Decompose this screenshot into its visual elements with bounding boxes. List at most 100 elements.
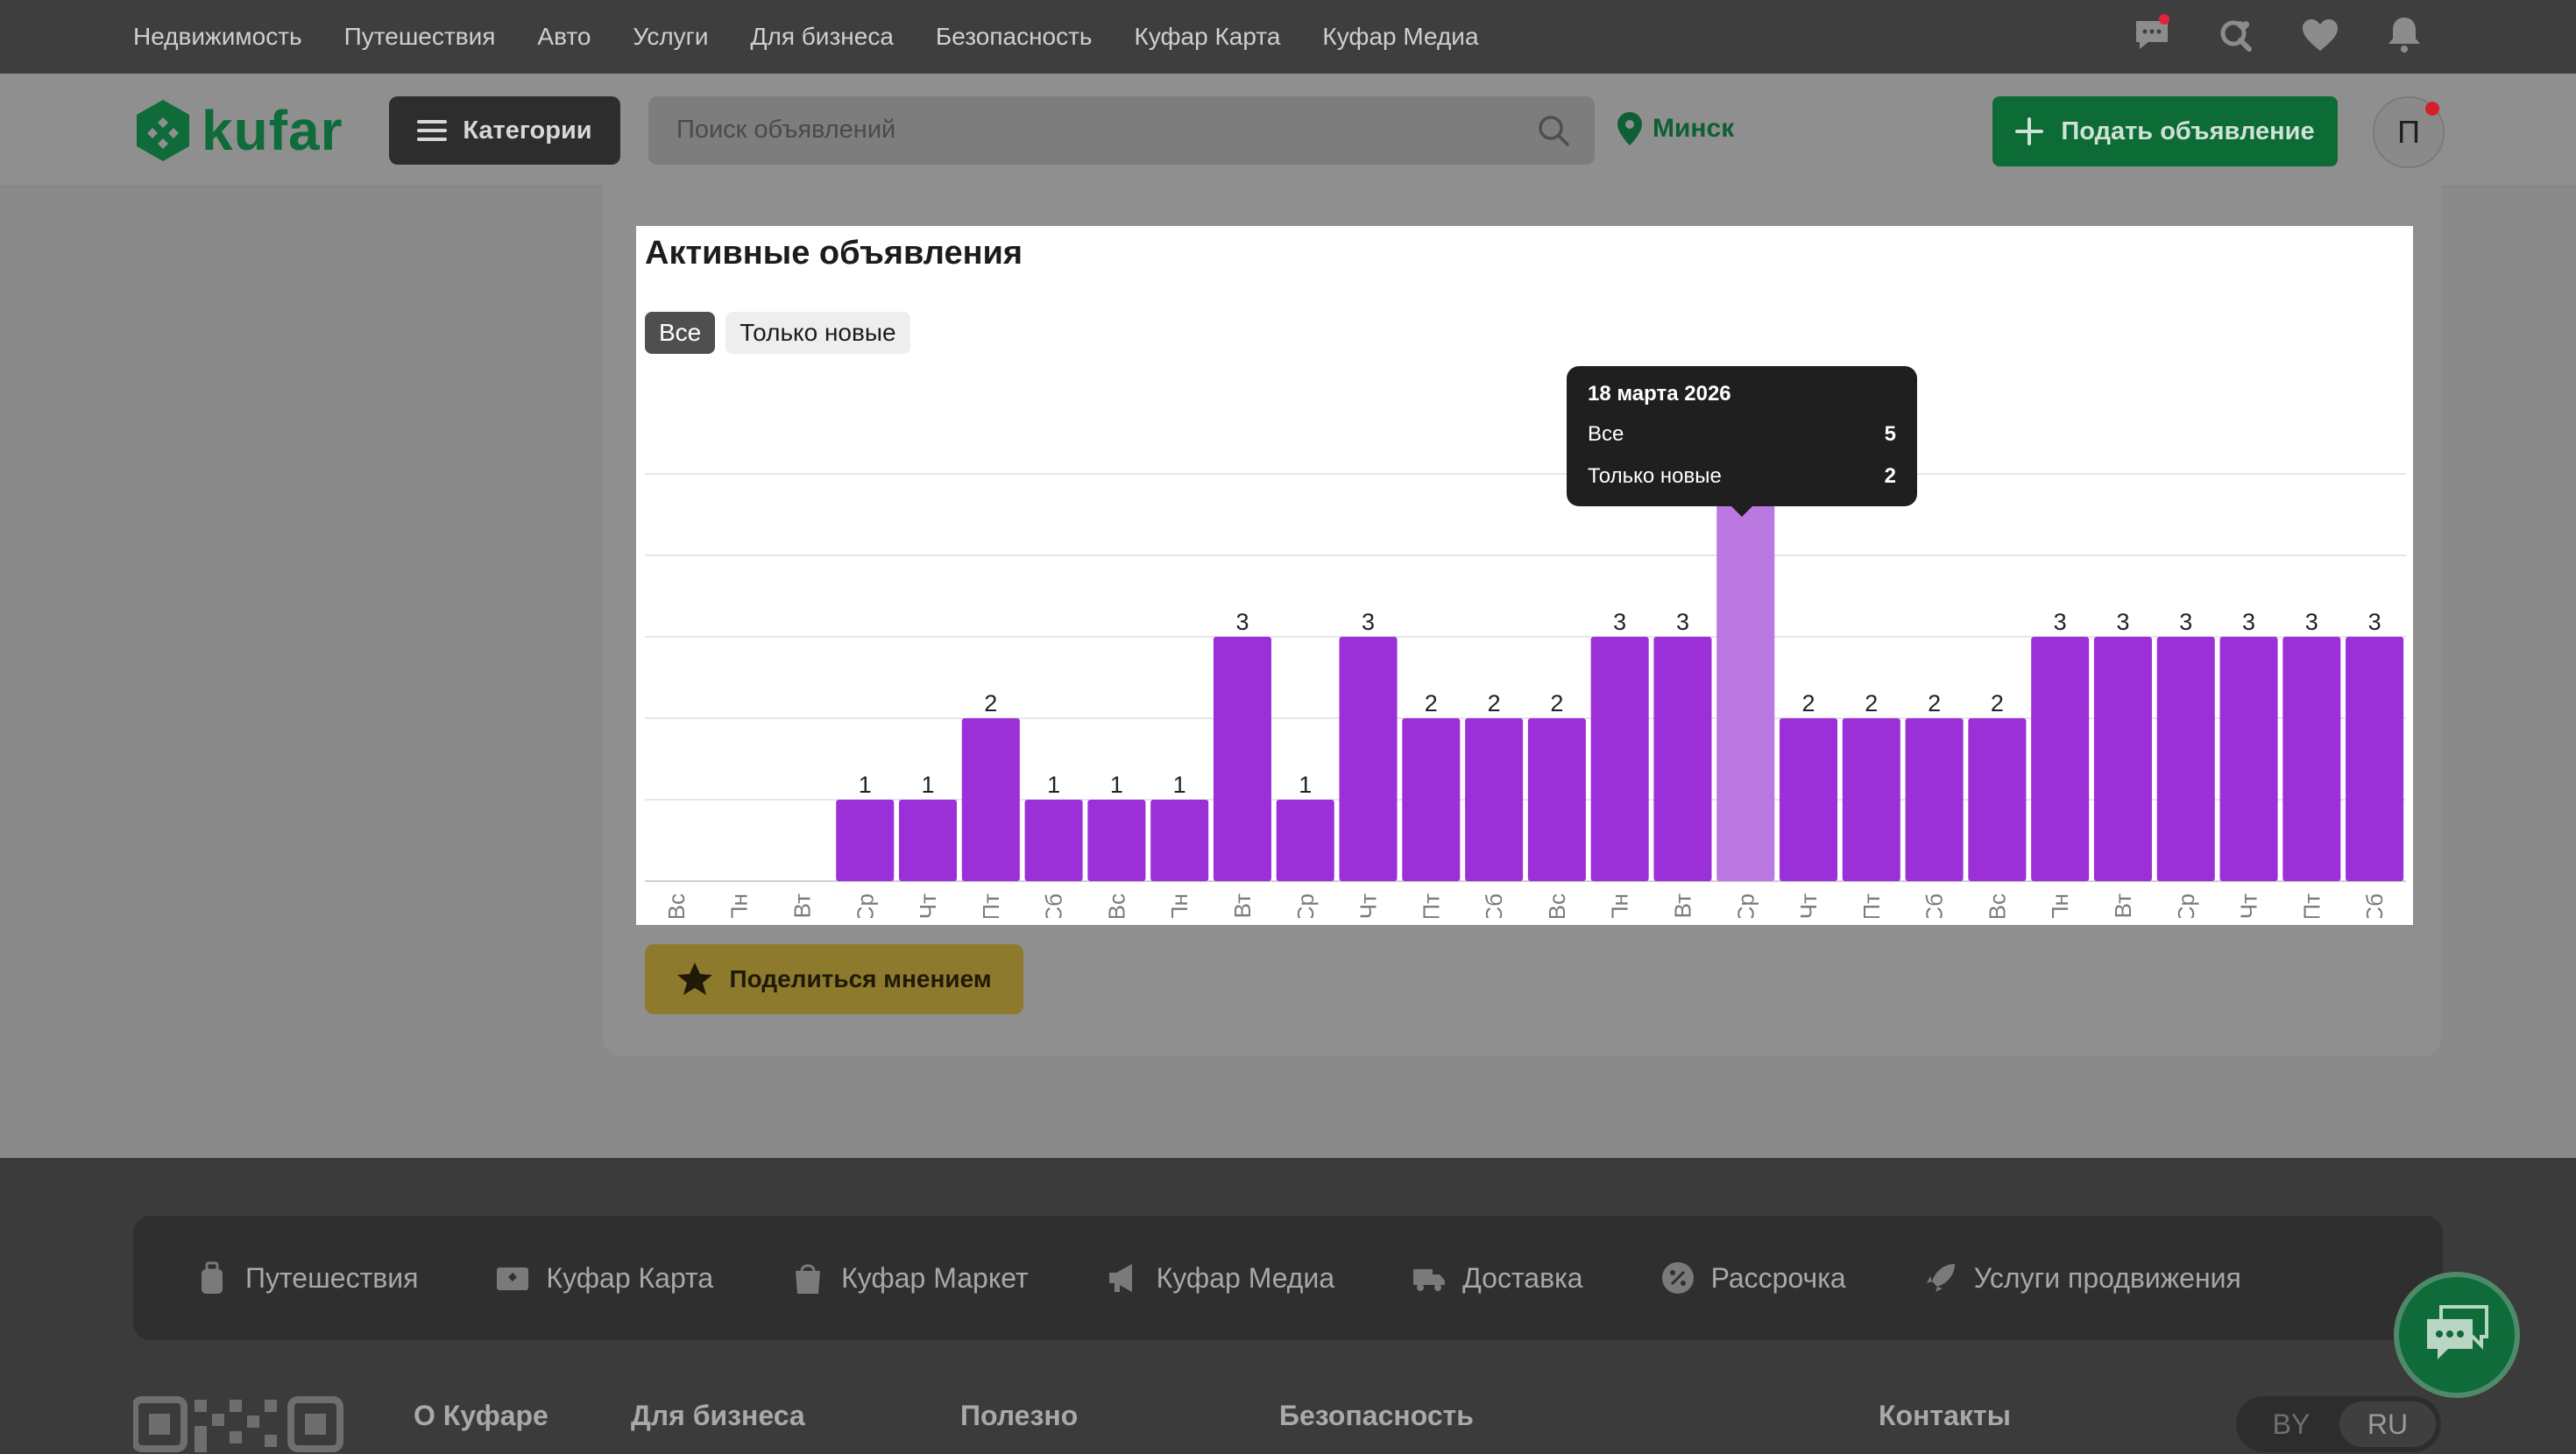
lang-option-ru[interactable]: RU xyxy=(2339,1401,2436,1447)
search-icon[interactable] xyxy=(1535,112,1572,149)
chart-bar[interactable] xyxy=(1842,718,1900,881)
chart-bar[interactable] xyxy=(2346,637,2404,881)
chart-bar[interactable] xyxy=(1653,637,1712,881)
chart-bar[interactable] xyxy=(1402,718,1461,881)
footer-link-promotion[interactable]: Услуги продвижения xyxy=(1923,1260,2241,1295)
chart-bar[interactable] xyxy=(1716,474,1775,881)
chart-x-tick-label: 23 мар, Пн xyxy=(2047,893,2073,918)
chart-bar[interactable] xyxy=(2156,637,2215,881)
lang-option-by[interactable]: BY xyxy=(2272,1408,2311,1440)
chart-x-tick-label: 16 мар, Пн xyxy=(1607,893,1633,918)
messages-icon[interactable] xyxy=(2129,12,2175,58)
footer-link-promotion-label: Услуги продвижения xyxy=(1973,1261,2241,1294)
chart-x-tick-label: 14 мар, Сб xyxy=(1481,893,1507,918)
language-switcher: BY RU xyxy=(2236,1396,2441,1452)
chart-bar[interactable] xyxy=(1780,718,1838,881)
avatar[interactable]: П xyxy=(2373,96,2445,168)
chart-x-tick-label: 28 мар, Сб xyxy=(2361,893,2388,918)
chart-bar[interactable] xyxy=(1590,637,1649,881)
top-nav-link-auto[interactable]: Авто xyxy=(537,23,591,50)
footer-col-useful[interactable]: Полезно xyxy=(960,1400,1079,1431)
footer-col-security[interactable]: Безопасность xyxy=(1279,1400,1474,1431)
chart-bar[interactable] xyxy=(1276,800,1334,881)
categories-button[interactable]: Категории xyxy=(389,96,620,165)
tooltip-row-new: Только новые 2 xyxy=(1588,464,1896,489)
footer-col-contacts[interactable]: Контакты xyxy=(1879,1400,2011,1431)
chart-data-label: 3 xyxy=(2368,609,2381,635)
chart-bar[interactable] xyxy=(1905,718,1964,881)
active-ads-card: Активные объявления Все Только новые 1 м… xyxy=(636,226,2413,925)
footer: Путешествия Куфар Карта Куфар Маркет Куф… xyxy=(0,1158,2576,1454)
tooltip-row-all-label: Все xyxy=(1588,422,1624,446)
chart-x-tick-label: 19 мар, Чт xyxy=(1795,893,1822,918)
chart-data-label: 2 xyxy=(1928,690,1941,716)
chart-data-label: 3 xyxy=(2305,609,2318,635)
chart-x-tick-label: 9 мар, Пн xyxy=(1166,893,1192,918)
truck-icon xyxy=(1413,1269,1446,1291)
city-selector[interactable]: Минск xyxy=(1617,112,1734,145)
share-feedback-button[interactable]: Поделиться мнением xyxy=(645,944,1023,1014)
footer-col-about[interactable]: О Куфаре xyxy=(414,1400,548,1431)
chart-bar[interactable] xyxy=(2282,637,2341,881)
footer-link-kufar-market[interactable]: Куфар Маркет xyxy=(790,1260,1029,1295)
footer-link-installment[interactable]: Рассрочка xyxy=(1660,1260,1846,1295)
footer-links-bar: Путешествия Куфар Карта Куфар Маркет Куф… xyxy=(133,1216,2443,1340)
chart-bar[interactable] xyxy=(961,718,1020,881)
chart-data-label: 1 xyxy=(922,772,935,798)
chart-x-tick-label: 5 мар, Чт xyxy=(915,893,941,918)
chart-x-tick-label: 1 мар, Вс xyxy=(663,893,690,918)
chart-data-label: 3 xyxy=(2242,609,2255,635)
chart-bar[interactable] xyxy=(899,800,958,881)
chart-x-tick-label: 8 мар, Вс xyxy=(1103,893,1129,918)
chart-bar[interactable] xyxy=(1968,718,2027,881)
search-input[interactable]: Поиск объявлений xyxy=(648,96,1595,165)
tab-all[interactable]: Все xyxy=(645,312,716,354)
chart-bar[interactable] xyxy=(836,800,895,881)
chart-bar[interactable] xyxy=(2219,637,2278,881)
chart-data-label: 2 xyxy=(1550,690,1563,716)
menu-icon xyxy=(417,120,448,141)
chart-filter-tabs: Все Только новые xyxy=(645,312,910,354)
notifications-icon[interactable] xyxy=(2381,12,2427,58)
support-chat-button[interactable] xyxy=(2394,1272,2520,1398)
chart-bar[interactable] xyxy=(1150,800,1209,881)
chart-bar[interactable] xyxy=(1213,637,1271,881)
top-nav-link-business[interactable]: Для бизнеса xyxy=(750,23,894,50)
footer-col-business[interactable]: Для бизнеса xyxy=(631,1400,805,1431)
footer-link-installment-label: Рассрочка xyxy=(1710,1261,1846,1294)
top-nav-link-realty[interactable]: Недвижимость xyxy=(133,23,302,50)
post-ad-button[interactable]: Подать объявление xyxy=(1992,96,2338,166)
footer-link-kufar-media[interactable]: Куфар Медиа xyxy=(1106,1260,1334,1295)
categories-label: Категории xyxy=(463,116,592,145)
chart-x-tick-label: 11 мар, Ср xyxy=(1292,893,1319,918)
chart-data-label: 1 xyxy=(1173,772,1186,798)
top-nav-link-services[interactable]: Услуги xyxy=(633,23,709,50)
chart-data-label: 2 xyxy=(1425,690,1438,716)
chart-bar[interactable] xyxy=(2031,637,2090,881)
chart-data-label: 3 xyxy=(1362,609,1375,635)
chart-x-tick-label: 27 мар, Пт xyxy=(2298,893,2325,918)
top-nav-link-kufar-media[interactable]: Куфар Медиа xyxy=(1322,23,1479,50)
tooltip-row-new-value: 2 xyxy=(1884,464,1896,488)
chart-bar[interactable] xyxy=(1339,637,1398,881)
chart-data-label: 1 xyxy=(1299,772,1312,798)
chart-bar[interactable] xyxy=(1024,800,1083,881)
chart-x-tick-label: 15 мар, Вс xyxy=(1544,893,1570,918)
top-nav-link-travel[interactable]: Путешествия xyxy=(343,23,496,50)
avatar-initial: П xyxy=(2397,114,2420,150)
kufar-logo[interactable]: kufar xyxy=(133,98,343,163)
chart-bar[interactable] xyxy=(1087,800,1146,881)
footer-link-delivery[interactable]: Доставка xyxy=(1412,1260,1583,1295)
chart-bar[interactable] xyxy=(1465,718,1524,881)
tooltip-row-all: Все 5 xyxy=(1588,422,1896,447)
footer-link-kufar-card[interactable]: Куфар Карта xyxy=(495,1260,713,1295)
tooltip-row-all-value: 5 xyxy=(1884,422,1896,446)
chart-bar[interactable] xyxy=(2093,637,2152,881)
chart-bar[interactable] xyxy=(1527,718,1586,881)
favorites-icon[interactable] xyxy=(2297,12,2343,58)
top-nav-link-security[interactable]: Безопасность xyxy=(935,23,1093,50)
tab-only-new[interactable]: Только новые xyxy=(725,312,910,354)
saved-search-icon[interactable] xyxy=(2213,12,2259,58)
top-nav-link-kufar-card[interactable]: Куфар Карта xyxy=(1134,23,1281,50)
footer-link-travel[interactable]: Путешествия xyxy=(195,1260,418,1295)
